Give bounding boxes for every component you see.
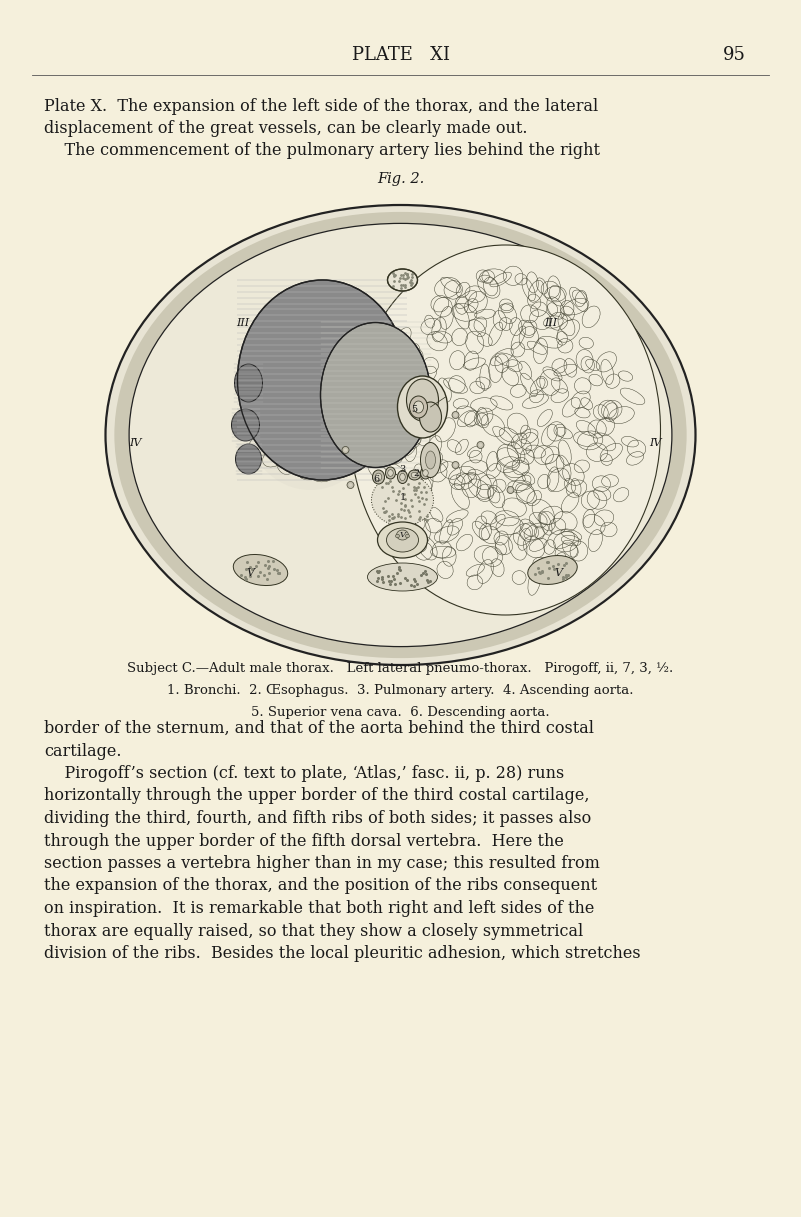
Ellipse shape: [129, 224, 672, 646]
Ellipse shape: [233, 555, 288, 585]
Ellipse shape: [344, 448, 348, 452]
Ellipse shape: [238, 280, 408, 479]
Text: III: III: [544, 318, 557, 329]
Ellipse shape: [235, 444, 261, 473]
Ellipse shape: [372, 473, 433, 526]
Ellipse shape: [388, 269, 417, 291]
Ellipse shape: [405, 534, 409, 538]
Ellipse shape: [387, 528, 418, 553]
Ellipse shape: [421, 443, 441, 477]
Ellipse shape: [411, 472, 418, 478]
Text: division of the ribs.  Besides the local pleuritic adhesion, which stretches: division of the ribs. Besides the local …: [44, 944, 641, 961]
Text: V: V: [247, 568, 255, 578]
Text: displacement of the great vessels, can be clearly made out.: displacement of the great vessels, can b…: [44, 120, 528, 138]
Ellipse shape: [348, 483, 352, 487]
Text: thorax are equally raised, so that they show a closely symmetrical: thorax are equally raised, so that they …: [44, 922, 583, 940]
Text: Fig. 2.: Fig. 2.: [377, 172, 424, 186]
Ellipse shape: [528, 555, 578, 584]
Ellipse shape: [106, 204, 695, 664]
Text: 5: 5: [412, 404, 417, 414]
Ellipse shape: [479, 443, 482, 447]
Text: dividing the third, fourth, and fifth ribs of both sides; it passes also: dividing the third, fourth, and fifth ri…: [44, 811, 591, 828]
Text: IV: IV: [129, 438, 142, 448]
Text: The commencement of the pulmonary artery lies behind the right: The commencement of the pulmonary artery…: [44, 142, 600, 159]
Ellipse shape: [409, 396, 428, 417]
Ellipse shape: [509, 488, 513, 492]
Ellipse shape: [396, 534, 400, 538]
Text: Pirogoff’s section (cf. text to plate, ‘Atlas,’ fasc. ii, p. 28) runs: Pirogoff’s section (cf. text to plate, ‘…: [44, 765, 564, 783]
Ellipse shape: [342, 447, 349, 454]
Ellipse shape: [420, 402, 441, 432]
Text: 95: 95: [723, 46, 746, 65]
Ellipse shape: [368, 563, 437, 591]
Text: 1: 1: [400, 493, 405, 501]
Text: border of the sternum, and that of the aorta behind the third costal: border of the sternum, and that of the a…: [44, 720, 594, 738]
Ellipse shape: [453, 414, 457, 416]
Text: section passes a vertebra higher than in my case; this resulted from: section passes a vertebra higher than in…: [44, 856, 600, 873]
Ellipse shape: [423, 470, 429, 476]
Ellipse shape: [351, 245, 661, 615]
Ellipse shape: [115, 212, 686, 658]
Text: 5. Superior vena cava.  6. Descending aorta.: 5. Superior vena cava. 6. Descending aor…: [252, 706, 549, 719]
Text: Subject C.—Adult male thorax.   Left lateral pneumo-thorax.   Pirogoff, ii, 7, 3: Subject C.—Adult male thorax. Left later…: [127, 662, 674, 675]
Text: through the upper border of the fifth dorsal vertebra.  Here the: through the upper border of the fifth do…: [44, 832, 564, 849]
Text: PLATE   XI: PLATE XI: [352, 46, 449, 65]
Ellipse shape: [421, 467, 430, 479]
Text: on inspiration.  It is remarkable that both right and left sides of the: on inspiration. It is remarkable that bo…: [44, 901, 594, 916]
Ellipse shape: [231, 409, 260, 441]
Text: V: V: [554, 568, 562, 578]
Ellipse shape: [388, 470, 393, 476]
Text: cartilage.: cartilage.: [44, 742, 122, 759]
Ellipse shape: [396, 529, 409, 540]
Text: 6: 6: [373, 475, 380, 483]
Ellipse shape: [400, 473, 405, 481]
Ellipse shape: [425, 452, 436, 469]
Ellipse shape: [507, 487, 514, 494]
Text: V: V: [400, 531, 405, 539]
Ellipse shape: [375, 473, 382, 481]
Ellipse shape: [245, 350, 376, 490]
Ellipse shape: [372, 470, 384, 484]
Text: Plate X.  The expansion of the left side of the thorax, and the lateral: Plate X. The expansion of the left side …: [44, 99, 598, 114]
Ellipse shape: [413, 400, 424, 413]
Text: 3: 3: [400, 465, 405, 475]
Ellipse shape: [409, 470, 421, 479]
Ellipse shape: [385, 467, 396, 479]
Text: 1. Bronchi.  2. Œsophagus.  3. Pulmonary artery.  4. Ascending aorta.: 1. Bronchi. 2. Œsophagus. 3. Pulmonary a…: [167, 684, 634, 697]
Text: 2: 2: [413, 469, 420, 477]
Text: III: III: [236, 318, 249, 329]
Text: horizontally through the upper border of the third costal cartilage,: horizontally through the upper border of…: [44, 787, 590, 804]
Ellipse shape: [377, 522, 428, 559]
Ellipse shape: [397, 471, 408, 483]
Ellipse shape: [347, 482, 354, 488]
Text: IV: IV: [650, 438, 662, 448]
Text: the expansion of the thorax, and the position of the ribs consequent: the expansion of the thorax, and the pos…: [44, 877, 597, 894]
Ellipse shape: [397, 376, 448, 438]
Ellipse shape: [406, 378, 438, 421]
Ellipse shape: [452, 411, 459, 419]
Ellipse shape: [477, 442, 484, 449]
Ellipse shape: [320, 323, 430, 467]
Ellipse shape: [452, 461, 459, 469]
Ellipse shape: [235, 364, 263, 402]
Ellipse shape: [453, 464, 457, 467]
